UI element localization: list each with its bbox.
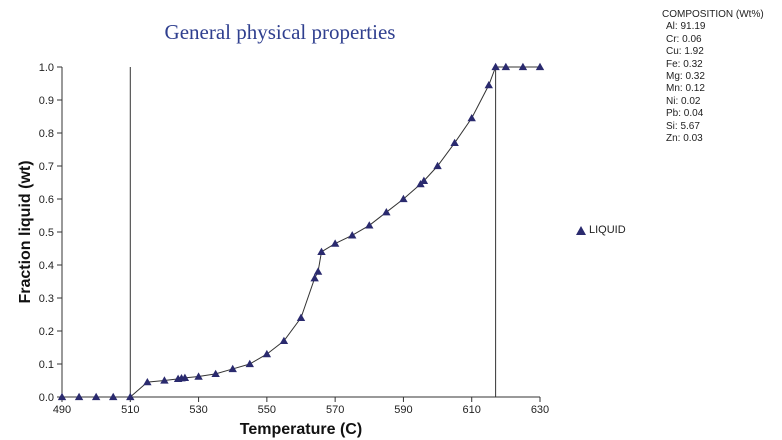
data-point-marker [491,62,500,71]
data-point-marker [399,194,408,203]
data-point-marker [262,349,272,358]
data-point-marker [467,113,476,122]
data-point-marker [450,138,459,147]
data-point-marker [126,392,135,401]
data-point-marker [382,208,391,216]
data-point-marker [228,364,237,373]
data-point-marker [296,313,306,321]
y-tick-label: 0.3 [39,293,54,305]
x-tick-label: 630 [531,404,549,416]
data-point-marker [313,267,323,275]
axes: 490 510 530 550 570 590 610 630 0.0 0.1 0.2 0.3 0.4 0… [39,62,549,416]
composition-panel: COMPOSITION (Wt%) Al: 91.19 Cr: 0.06 Cu:… [662,9,764,145]
y-tick-label: 0.0 [39,392,54,404]
x-tick-label: 590 [394,404,412,416]
y-tick-label: 1.0 [39,62,54,74]
y-tick-label: 0.2 [39,326,54,338]
legend-triangle-icon [576,225,586,235]
data-point-marker [211,369,220,378]
x-tick-label: 570 [326,404,344,416]
data-point-marker [433,161,442,170]
data-point-marker [57,392,67,401]
data-point-marker [194,372,203,380]
legend-label-liquid: LIQUID [589,224,626,236]
composition-item: Pb: 0.04 [666,108,704,120]
data-point-marker [484,80,493,89]
data-point-marker [501,62,511,71]
y-tick-label: 0.6 [39,194,54,206]
composition-item: Si: 5.67 [666,120,700,132]
x-tick-label: 530 [189,404,207,416]
y-axis-title: Fraction liquid (wt) [17,160,34,303]
data-point-marker [180,373,190,382]
y-tick-label: 0.8 [39,128,54,140]
data-point-marker [365,221,374,229]
composition-item: Mg: 0.32 [666,71,705,83]
x-tick-label: 510 [121,404,139,416]
data-point-marker [348,231,357,239]
composition-item: Ni: 0.02 [666,95,701,107]
data-point-marker [245,359,254,368]
composition-heading: COMPOSITION (Wt%) [662,9,764,20]
data-point-marker [109,392,118,401]
data-point-marker [317,247,326,255]
data-point-marker [535,62,545,71]
composition-item: Al: 91.19 [666,21,706,33]
y-tick-label: 0.9 [39,95,54,107]
data-point-marker [143,377,152,386]
series-line-liquid [62,66,540,398]
x-tick-label: 550 [258,404,276,416]
data-point-marker [91,392,101,401]
y-tick-label: 0.5 [39,227,54,239]
y-tick-label: 0.1 [39,359,54,371]
composition-item: Fe: 0.32 [666,58,703,70]
x-tick-label: 490 [53,404,71,416]
data-point-marker [310,274,319,282]
composition-item: Mn: 0.12 [666,83,705,95]
x-tick-label: 610 [463,404,481,416]
data-point-marker [74,392,84,401]
data-point-marker [330,239,340,247]
data-point-marker [279,336,289,345]
series-liquid [57,62,545,401]
data-point-marker [518,62,528,71]
x-axis-title: Temperature (C) [240,421,362,438]
data-point-marker [160,376,169,384]
data-point-marker [419,176,429,184]
y-tick-label: 0.4 [39,260,54,272]
y-tick-label: 0.7 [39,161,54,173]
legend: LIQUID [575,224,626,236]
composition-item: Cu: 1.92 [666,46,704,58]
vertical-reference-lines [129,67,497,397]
chart-title: General physical properties [164,20,396,44]
composition-item: Zn: 0.03 [666,133,703,145]
composition-item: Cr: 0.06 [666,33,702,45]
